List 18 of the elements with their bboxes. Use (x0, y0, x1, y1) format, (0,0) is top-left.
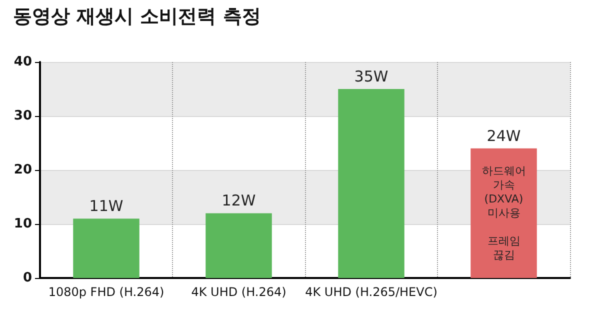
bar (338, 89, 404, 278)
x-tick-label: 1080p FHD (H.264) (48, 285, 164, 299)
x-tick-label: 4K UHD (H.265/HEVC) (305, 285, 438, 299)
y-tick-label: 40 (14, 54, 32, 70)
y-tick-label: 20 (14, 162, 32, 178)
data-label: 11W (89, 197, 124, 216)
y-tick-label: 30 (14, 108, 32, 124)
bar (206, 213, 272, 278)
chart-title: 동영상 재생시 소비전력 측정 (13, 6, 261, 28)
bar (73, 218, 140, 278)
y-tick-label: 10 (14, 216, 32, 232)
data-label: 12W (222, 192, 256, 210)
text: 하드웨어 가속 (DXVA) 미사용 프레임 끊김 (482, 164, 526, 262)
data-label: 35W (354, 68, 388, 86)
bar (470, 148, 537, 278)
data-label: 24W (486, 126, 521, 145)
x-tick-label: 4K UHD (H.264) (191, 285, 286, 299)
y-tick-label: 0 (22, 270, 32, 286)
